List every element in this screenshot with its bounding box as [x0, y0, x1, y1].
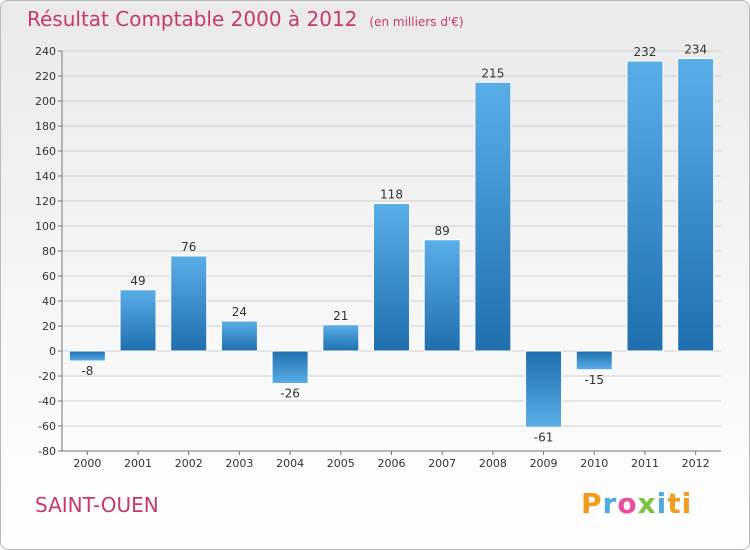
- logo-letter: r: [602, 487, 618, 520]
- y-tick-label: 120: [35, 195, 56, 208]
- x-tick-label: 2007: [428, 457, 456, 470]
- y-tick-label: 220: [35, 70, 56, 83]
- logo-letter: o: [617, 487, 638, 520]
- y-tick-label: -60: [38, 420, 56, 433]
- bar-value-label: 232: [634, 45, 657, 59]
- y-tick-label: -80: [38, 445, 56, 458]
- x-tick-label: 2005: [327, 457, 355, 470]
- y-tick-label: -20: [38, 370, 56, 383]
- y-tick-label: 240: [35, 45, 56, 58]
- logo-letter: i: [656, 487, 668, 520]
- y-tick-label: 180: [35, 120, 56, 133]
- logo-letter: ti: [667, 487, 693, 520]
- bar-value-label: 234: [684, 43, 707, 57]
- bar: [220, 320, 258, 352]
- bar-value-label: 24: [232, 305, 247, 319]
- y-tick-label: 140: [35, 170, 56, 183]
- bar-value-label: -26: [280, 387, 300, 401]
- bar-value-label: 21: [333, 309, 348, 323]
- bar: [474, 81, 512, 352]
- y-tick-label: 40: [42, 295, 56, 308]
- x-tick-label: 2010: [580, 457, 608, 470]
- bar: [271, 350, 309, 384]
- y-tick-label: 100: [35, 220, 56, 233]
- x-tick-label: 2009: [530, 457, 558, 470]
- y-tick-label: 200: [35, 95, 56, 108]
- bar: [119, 289, 157, 352]
- y-tick-label: 160: [35, 145, 56, 158]
- x-tick-label: 2004: [276, 457, 304, 470]
- y-tick-label: -40: [38, 395, 56, 408]
- x-tick-label: 2011: [631, 457, 659, 470]
- bar: [373, 203, 410, 352]
- logo-letter: P: [581, 487, 603, 520]
- bar-value-label: -15: [584, 373, 604, 387]
- commune-name: SAINT-OUEN: [35, 493, 159, 517]
- bar: [575, 350, 613, 371]
- y-tick-label: 80: [42, 245, 56, 258]
- bar: [677, 58, 715, 352]
- bar: [626, 60, 664, 352]
- bar: [170, 255, 208, 352]
- y-tick-label: 20: [42, 320, 56, 333]
- bar-value-label: 49: [130, 274, 145, 288]
- x-tick-label: 2003: [225, 457, 253, 470]
- bar-value-label: -8: [81, 364, 93, 378]
- bar-value-label: -61: [534, 430, 554, 444]
- bar-value-label: 76: [181, 240, 196, 254]
- chart-title: Résultat Comptable 2000 à 2012 (en millie…: [27, 7, 464, 31]
- logo-letter: x: [637, 487, 657, 520]
- y-tick-label: 0: [49, 345, 56, 358]
- bar-value-label: 89: [435, 224, 450, 238]
- x-tick-label: 2012: [682, 457, 710, 470]
- x-tick-label: 2001: [124, 457, 152, 470]
- bar-value-label: 215: [481, 66, 504, 80]
- bar-value-label: 118: [380, 188, 403, 202]
- bar: [525, 350, 563, 428]
- unit-text: (en milliers d'€): [369, 15, 464, 29]
- title-text: Résultat Comptable 2000 à 2012: [27, 7, 358, 31]
- x-tick-label: 2006: [378, 457, 406, 470]
- x-tick-label: 2002: [175, 457, 203, 470]
- proxiti-logo: Proxiti: [581, 487, 692, 520]
- bar: [68, 350, 106, 362]
- bar: [322, 324, 360, 352]
- y-tick-label: 60: [42, 270, 56, 283]
- x-tick-label: 2000: [73, 457, 101, 470]
- x-tick-label: 2008: [479, 457, 507, 470]
- bar: [423, 239, 461, 352]
